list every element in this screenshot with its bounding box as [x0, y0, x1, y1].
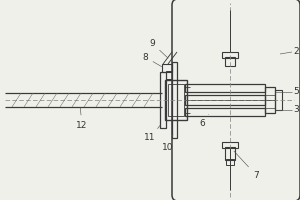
Text: 8: 8	[142, 52, 162, 67]
Bar	[185, 84, 265, 92]
Text: 10: 10	[162, 135, 174, 152]
Bar	[165, 80, 187, 120]
Bar	[166, 71, 172, 79]
Bar	[185, 108, 265, 116]
Text: 6: 6	[199, 114, 208, 129]
Bar	[275, 90, 282, 110]
Bar	[168, 84, 184, 116]
Bar	[172, 62, 177, 138]
Text: 7: 7	[234, 151, 259, 180]
Text: 3: 3	[293, 106, 299, 114]
Text: 11: 11	[144, 125, 160, 142]
Bar	[225, 147, 235, 160]
Text: 5: 5	[293, 88, 299, 97]
Bar	[225, 57, 235, 66]
Bar	[185, 95, 265, 105]
Bar	[226, 159, 234, 165]
Text: 9: 9	[149, 38, 168, 58]
Bar	[265, 87, 275, 113]
Bar	[222, 52, 238, 58]
Bar	[160, 72, 166, 128]
Bar	[222, 142, 238, 148]
Text: 12: 12	[76, 108, 88, 130]
Text: 2: 2	[293, 47, 298, 56]
Bar	[162, 64, 172, 72]
